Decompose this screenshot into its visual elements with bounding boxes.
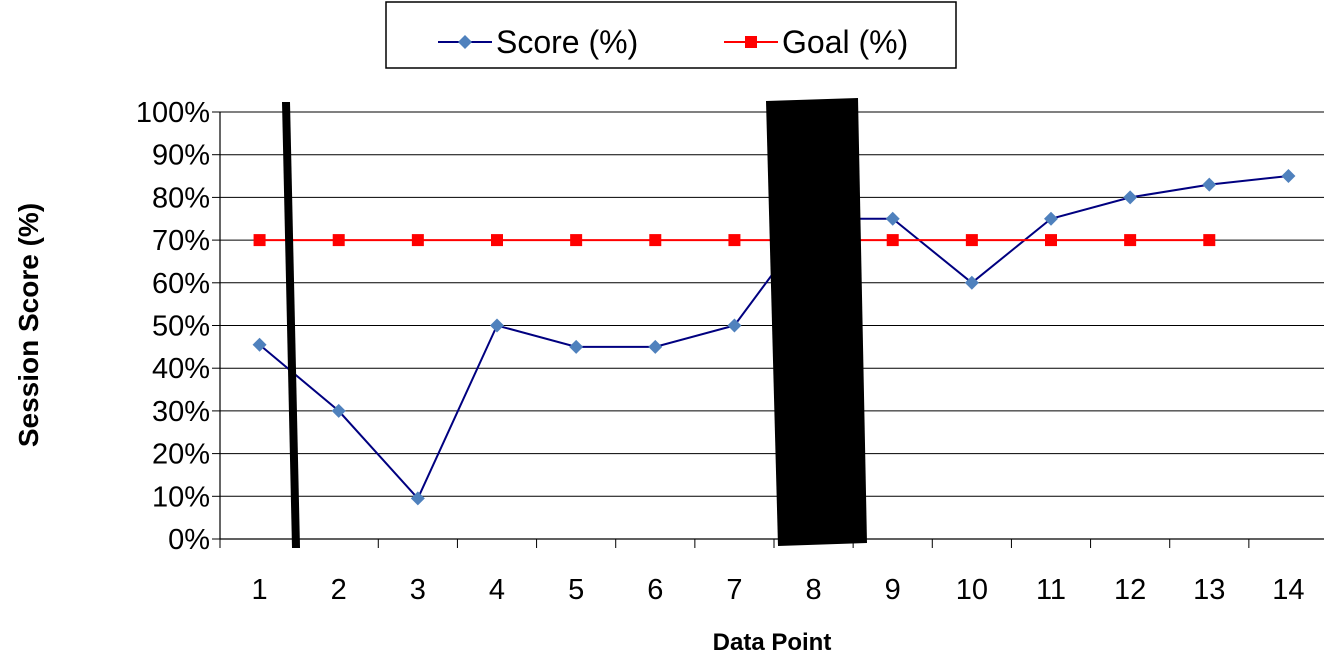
x-tick-label: 14: [1272, 574, 1304, 606]
x-tick-label: 5: [568, 574, 584, 606]
legend-score-marker: [458, 35, 472, 49]
x-tick-label: 2: [331, 574, 347, 606]
score-point: [1202, 177, 1217, 192]
x-tick-label: 1: [252, 574, 268, 606]
goal-point: [886, 234, 899, 247]
x-tick-label: 8: [806, 574, 822, 606]
legend-goal-label: Goal (%): [782, 24, 908, 60]
x-tick-label: 4: [489, 574, 505, 606]
y-tick-label: 60%: [152, 268, 210, 300]
x-tick-label: 3: [410, 574, 426, 606]
axes: [212, 111, 1324, 548]
score-point: [1281, 169, 1296, 184]
goal-point: [649, 234, 662, 247]
y-tick-label: 90%: [152, 140, 210, 172]
x-tick-label: 7: [726, 574, 742, 606]
goal-point: [570, 234, 583, 247]
score-point: [648, 339, 663, 354]
y-tick-label: 80%: [152, 182, 210, 214]
x-tick-label: 6: [647, 574, 663, 606]
score-point: [1123, 190, 1138, 205]
x-tick-label: 12: [1114, 574, 1146, 606]
legend-goal-marker: [745, 36, 757, 48]
goal-point: [411, 234, 424, 247]
goal-point: [491, 234, 503, 247]
goal-point: [965, 234, 978, 247]
x-tick-label: 11: [1036, 574, 1066, 606]
score-point: [1044, 211, 1058, 226]
y-tick-label: 20%: [152, 439, 210, 471]
y-axis-title: Session Score (%): [13, 203, 44, 447]
score-point: [964, 275, 979, 290]
y-tick-label: 70%: [152, 225, 210, 257]
y-tick-label: 100%: [136, 97, 210, 129]
goal-point: [1124, 234, 1137, 247]
score-point: [410, 491, 425, 506]
score-point: [490, 318, 504, 333]
score-point: [252, 337, 267, 352]
legend: Score (%) Goal (%): [385, 1, 957, 69]
x-axis-title: Data Point: [713, 629, 832, 656]
x-tick-label: 9: [885, 574, 901, 606]
legend-box: [385, 1, 957, 69]
x-tick-label: 10: [956, 574, 988, 606]
y-tick-labels: 0% 10% 20% 30% 40% 50% 60% 70% 80% 90% 100%: [136, 97, 210, 556]
score-point: [569, 339, 584, 354]
y-tick-label: 40%: [152, 353, 210, 385]
goal-point: [332, 234, 345, 247]
y-tick-label: 0%: [168, 524, 210, 556]
y-tick-label: 10%: [152, 481, 210, 513]
goal-point: [1203, 234, 1216, 247]
score-point: [727, 318, 742, 333]
goal-point: [1045, 234, 1057, 247]
legend-score-label: Score (%): [496, 24, 638, 60]
y-tick-label: 50%: [152, 311, 210, 343]
score-point: [885, 211, 900, 226]
x-tick-labels: 1 2 3 4 5 6 7 8 9 10 11 12 13 14: [252, 574, 1305, 606]
score-point: [331, 403, 346, 418]
phase-change-line: [282, 102, 300, 548]
goal-point: [253, 234, 266, 247]
y-tick-label: 30%: [152, 396, 210, 428]
x-tick-label: 13: [1193, 574, 1225, 606]
redaction-block: [766, 98, 867, 546]
goal-point: [728, 234, 741, 247]
